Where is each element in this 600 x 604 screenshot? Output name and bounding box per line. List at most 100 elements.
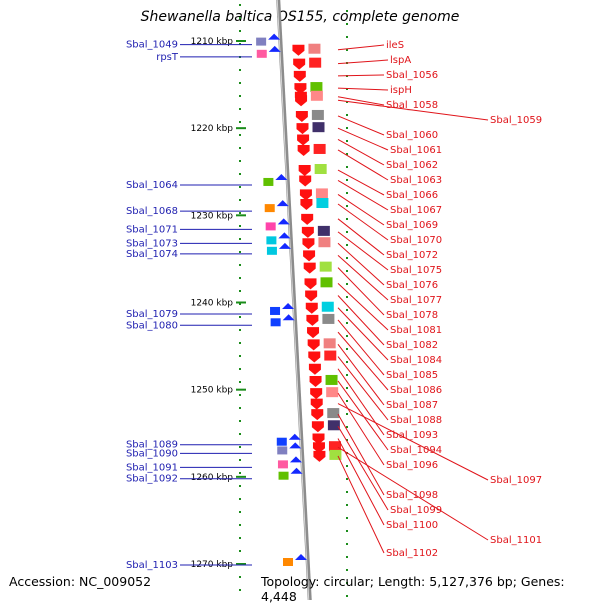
gene-leader-line bbox=[337, 218, 385, 256]
tick-dot bbox=[346, 322, 348, 324]
gene-label-sbal_1062[interactable]: Sbal_1062 bbox=[386, 160, 438, 171]
gene-leader-line bbox=[337, 139, 385, 166]
gene-label-rpst[interactable]: rpsT bbox=[156, 52, 179, 63]
gene-label-sbal_1100[interactable]: Sbal_1100 bbox=[386, 520, 438, 531]
gene-leader-line bbox=[337, 267, 385, 316]
gene-label-sbal_1079[interactable]: Sbal_1079 bbox=[126, 309, 178, 320]
gene-label-sbal_1058[interactable]: Sbal_1058 bbox=[386, 100, 438, 111]
gene-label-sbal_1084[interactable]: Sbal_1084 bbox=[390, 355, 442, 366]
gene-label-lspa[interactable]: lspA bbox=[390, 55, 411, 66]
gene-label-sbal_1061[interactable]: Sbal_1061 bbox=[390, 145, 442, 156]
gene-label-sbal_1098[interactable]: Sbal_1098 bbox=[386, 490, 438, 501]
gene-label-iles[interactable]: ileS bbox=[386, 40, 404, 51]
tick-dot bbox=[346, 582, 348, 584]
tick-dot bbox=[239, 498, 241, 500]
gene-label-sbal_1072[interactable]: Sbal_1072 bbox=[386, 250, 438, 261]
gene-label-sbal_1085[interactable]: Sbal_1085 bbox=[386, 370, 438, 381]
gene-label-sbal_1102[interactable]: Sbal_1102 bbox=[386, 548, 438, 559]
tick-dot bbox=[346, 179, 348, 181]
forward-gene-arrow bbox=[289, 442, 302, 449]
tick-dot bbox=[239, 433, 241, 435]
gene-label-sbal_1081[interactable]: Sbal_1081 bbox=[390, 325, 442, 336]
gene-label-sbal_1056[interactable]: Sbal_1056 bbox=[386, 70, 438, 81]
tick-dot bbox=[239, 173, 241, 175]
forward-gene-arrow bbox=[288, 433, 301, 440]
gene-label-sbal_1092[interactable]: Sbal_1092 bbox=[126, 474, 178, 485]
gene-label-sbal_1068[interactable]: Sbal_1068 bbox=[126, 206, 178, 217]
tick-dot bbox=[346, 361, 348, 363]
gene-label-sbal_1077[interactable]: Sbal_1077 bbox=[390, 295, 442, 306]
gene-label-sbal_1076[interactable]: Sbal_1076 bbox=[386, 280, 438, 291]
reverse-gene-arrow bbox=[294, 83, 307, 95]
tick-dot bbox=[346, 491, 348, 493]
reverse-gene-arrow bbox=[311, 421, 324, 433]
gene-label-sbal_1071[interactable]: Sbal_1071 bbox=[126, 224, 178, 235]
scale-tick-label: 1220 kbp bbox=[191, 124, 234, 134]
gene-label-sbal_1049[interactable]: Sbal_1049 bbox=[126, 40, 178, 51]
gene-label-sbal_1069[interactable]: Sbal_1069 bbox=[386, 220, 438, 231]
backbone-highlight bbox=[276, 0, 310, 600]
reverse-gene-arrow bbox=[306, 314, 319, 326]
gene-label-isph[interactable]: ispH bbox=[390, 85, 412, 96]
tick-dot bbox=[346, 413, 348, 415]
reverse-gene-block bbox=[310, 82, 323, 93]
reverse-gene-arrow bbox=[305, 290, 318, 302]
tick-dot bbox=[239, 381, 241, 383]
gene-label-sbal_1067[interactable]: Sbal_1067 bbox=[390, 205, 442, 216]
gene-leader-line bbox=[337, 455, 385, 554]
gene-leader-line bbox=[337, 331, 389, 391]
scale-tick-label: 1210 kbp bbox=[191, 37, 234, 47]
gene-label-sbal_1059[interactable]: Sbal_1059 bbox=[490, 115, 542, 126]
gene-label-sbal_1094[interactable]: Sbal_1094 bbox=[390, 445, 442, 456]
gene-label-sbal_1097[interactable]: Sbal_1097 bbox=[490, 475, 542, 486]
gene-label-sbal_1070[interactable]: Sbal_1070 bbox=[390, 235, 442, 246]
gene-label-sbal_1089[interactable]: Sbal_1089 bbox=[126, 440, 178, 451]
gene-label-sbal_1064[interactable]: Sbal_1064 bbox=[126, 180, 178, 191]
gene-label-sbal_1060[interactable]: Sbal_1060 bbox=[386, 130, 438, 141]
tick-dot bbox=[346, 556, 348, 558]
gene-label-sbal_1066[interactable]: Sbal_1066 bbox=[386, 190, 438, 201]
tick-dot bbox=[239, 277, 241, 279]
gene-label-sbal_1086[interactable]: Sbal_1086 bbox=[390, 385, 442, 396]
gene-label-sbal_1073[interactable]: Sbal_1073 bbox=[126, 238, 178, 249]
tick-dot bbox=[346, 270, 348, 272]
gene-leader-line bbox=[337, 356, 389, 421]
gene-label-sbal_1082[interactable]: Sbal_1082 bbox=[386, 340, 438, 351]
tick-dot bbox=[239, 511, 241, 513]
gene-label-sbal_1103[interactable]: Sbal_1103 bbox=[126, 560, 178, 571]
gene-label-sbal_1093[interactable]: Sbal_1093 bbox=[386, 430, 438, 441]
gene-leader-line bbox=[337, 282, 389, 331]
gene-leader-line bbox=[337, 203, 389, 241]
gene-leader-line bbox=[337, 307, 389, 361]
gene-label-sbal_1075[interactable]: Sbal_1075 bbox=[390, 265, 442, 276]
tick-dot bbox=[346, 309, 348, 311]
gene-label-sbal_1101[interactable]: Sbal_1101 bbox=[490, 535, 542, 546]
tick-dot bbox=[239, 485, 241, 487]
forward-gene-arrow bbox=[282, 314, 295, 321]
gene-label-sbal_1091[interactable]: Sbal_1091 bbox=[126, 462, 178, 473]
tick-dot bbox=[239, 30, 241, 32]
gene-label-sbal_1099[interactable]: Sbal_1099 bbox=[390, 505, 442, 516]
reverse-gene-block bbox=[315, 188, 328, 199]
tick-dot bbox=[239, 368, 241, 370]
gene-label-sbal_1080[interactable]: Sbal_1080 bbox=[126, 320, 178, 331]
reverse-gene-arrow bbox=[292, 44, 305, 56]
tick-dot bbox=[239, 524, 241, 526]
topology-summary: Topology: circularLength: 5,127,376 bpGe… bbox=[261, 574, 600, 604]
gene-label-sbal_1090[interactable]: Sbal_1090 bbox=[126, 448, 178, 459]
gene-label-sbal_1078[interactable]: Sbal_1078 bbox=[386, 310, 438, 321]
gene-track bbox=[236, 0, 348, 600]
gene-leader-line bbox=[337, 59, 389, 65]
gene-label-sbal_1087[interactable]: Sbal_1087 bbox=[386, 400, 438, 411]
tick-dot bbox=[346, 569, 348, 571]
gene-label-sbal_1088[interactable]: Sbal_1088 bbox=[390, 415, 442, 426]
reverse-gene-block bbox=[319, 261, 332, 272]
tick-dot bbox=[239, 212, 241, 214]
length-text: Length: 5,127,376 bp bbox=[370, 574, 513, 589]
gene-label-sbal_1096[interactable]: Sbal_1096 bbox=[386, 460, 438, 471]
gene-leader-line bbox=[337, 180, 389, 211]
gene-label-sbal_1063[interactable]: Sbal_1063 bbox=[390, 175, 442, 186]
gene-leader-line bbox=[337, 127, 389, 151]
gene-label-sbal_1074[interactable]: Sbal_1074 bbox=[126, 249, 178, 260]
